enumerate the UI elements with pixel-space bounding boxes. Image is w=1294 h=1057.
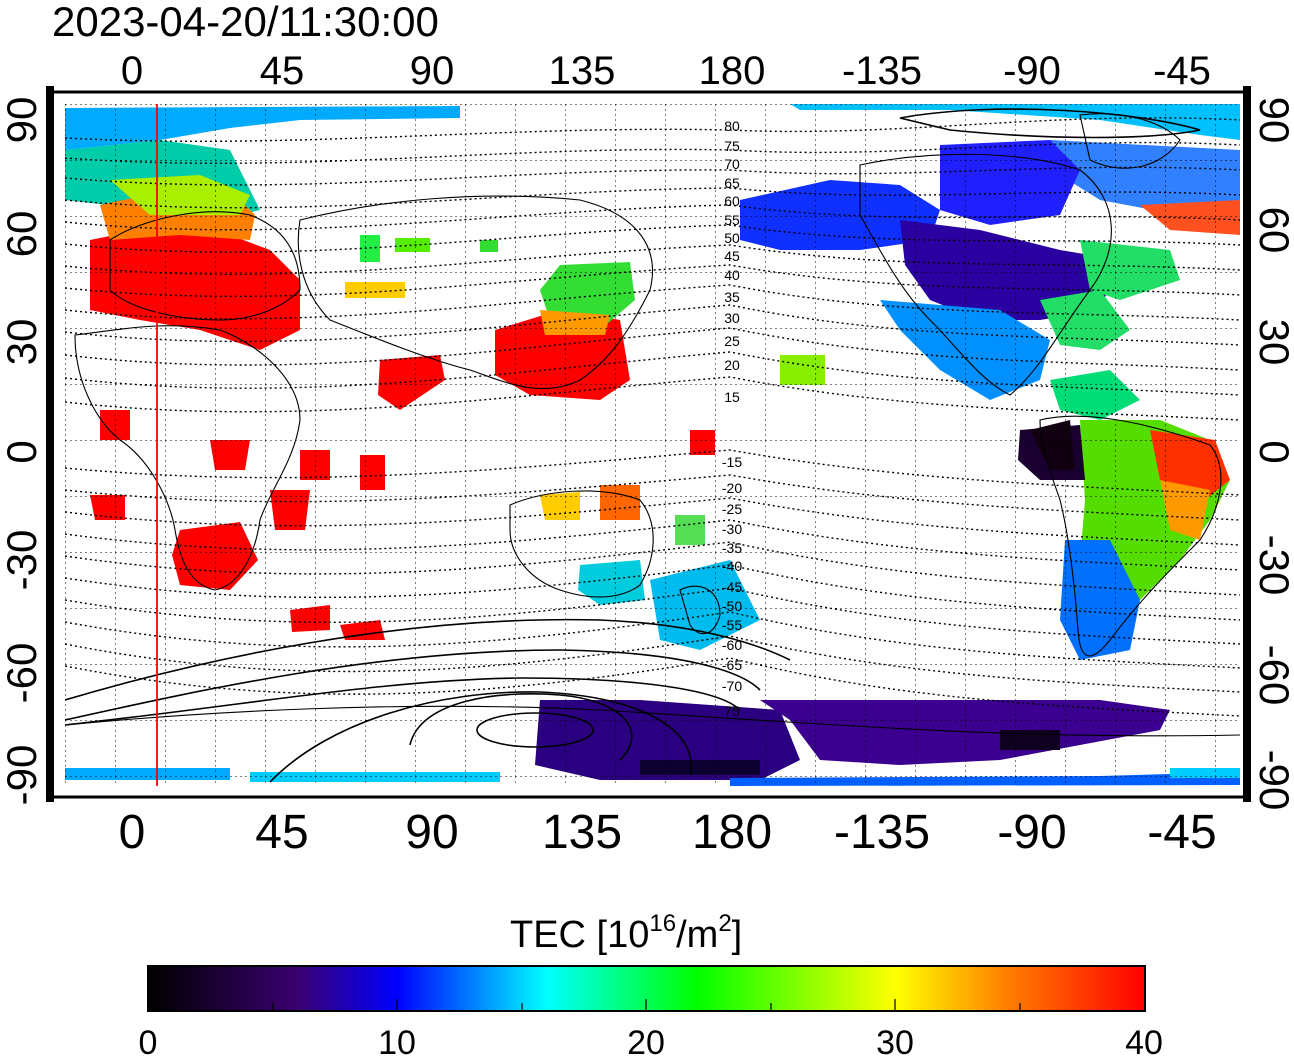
left-lat-tick: 60	[0, 211, 45, 258]
contour-label: 35	[724, 289, 740, 305]
left-lat-tick: -30	[0, 530, 45, 591]
left-lat-tick: 30	[0, 319, 45, 366]
bottom-lon-tick: -90	[997, 806, 1066, 859]
contour-label: -70	[722, 678, 742, 694]
contour-label: 55	[724, 212, 740, 228]
right-lat-tick: 0	[1251, 440, 1294, 463]
colorbar-tick-labels: 0 10 20 30 40	[139, 1024, 1163, 1057]
left-lat-tick: 90	[0, 97, 45, 144]
contour-label: -20	[722, 480, 742, 496]
colorbar-tick-label: 30	[876, 1024, 914, 1057]
contour-label: 30	[724, 310, 740, 326]
contour-label: 50	[724, 230, 740, 246]
top-lon-tick: 90	[410, 49, 455, 93]
timestamp-title: 2023-04-20/11:30:00	[52, 0, 439, 45]
map-area	[65, 104, 1240, 786]
bottom-lon-tick: -45	[1147, 806, 1216, 859]
colorbar-ticks	[272, 999, 1021, 1011]
contour-label: -25	[722, 501, 742, 517]
contour-label: -55	[722, 617, 742, 633]
contour-label: -50	[722, 598, 742, 614]
contour-label: 75	[724, 703, 740, 719]
bottom-lon-tick: 135	[542, 806, 622, 859]
contour-label: -30	[722, 521, 742, 537]
contour-label: -35	[722, 540, 742, 556]
colorbar-title: TEC [1016/m2]	[510, 910, 742, 956]
right-lat-tick: -90	[1251, 750, 1294, 811]
left-lat-tick: 0	[0, 440, 45, 463]
left-lat-tick: -60	[0, 643, 45, 704]
contour-labels-south: -15 -20 -25 -30 -35 -40 -45 -50 -55 -60 …	[722, 454, 742, 719]
contour-label: 65	[724, 175, 740, 191]
bottom-lon-tick: 0	[119, 806, 146, 859]
contour-label: 60	[724, 193, 740, 209]
right-lat-tick: -30	[1251, 535, 1294, 596]
top-lon-tick: -90	[1003, 49, 1061, 93]
colorbar-tick-label: 0	[139, 1024, 158, 1057]
coastlines	[65, 113, 1240, 737]
top-lon-tick: 0	[121, 49, 143, 93]
bottom-longitude-axis: 0 45 90 135 180 -135 -90 -45	[119, 806, 1217, 859]
left-lat-tick: -90	[0, 745, 45, 806]
contour-label: 80	[724, 118, 740, 134]
right-tick-bar	[1243, 86, 1251, 802]
contour-label: -65	[722, 657, 742, 673]
bottom-lon-tick: -135	[834, 806, 930, 859]
contour-label: -60	[722, 637, 742, 653]
left-tick-bar	[46, 86, 54, 802]
top-lon-tick: -45	[1153, 49, 1211, 93]
right-lat-tick: 90	[1251, 97, 1294, 144]
contour-label: 15	[724, 389, 740, 405]
contour-label: 75	[724, 138, 740, 154]
top-lon-tick: -135	[842, 49, 922, 93]
top-lon-tick: 180	[699, 49, 766, 93]
top-longitude-axis: 0 45 90 135 180 -135 -90 -45	[121, 49, 1211, 93]
colorbar-tick-label: 40	[1125, 1024, 1163, 1057]
contour-label: 45	[724, 248, 740, 264]
contour-label: 40	[724, 267, 740, 283]
left-latitude-axis: 90 60 30 0 -30 -60 -90	[0, 97, 45, 806]
contour-label: 20	[724, 357, 740, 373]
bottom-lon-tick: 180	[692, 806, 772, 859]
right-lat-tick: -60	[1251, 645, 1294, 706]
contour-label: -45	[722, 579, 742, 595]
contour-label: -40	[722, 558, 742, 574]
right-lat-tick: 30	[1251, 319, 1294, 366]
magnetic-latitude-contours	[65, 117, 1240, 717]
top-lon-tick: 45	[260, 49, 305, 93]
bottom-lon-tick: 90	[405, 806, 458, 859]
south-pole-contours	[65, 108, 1201, 783]
contour-label: 25	[724, 333, 740, 349]
colorbar-tick-label: 20	[627, 1024, 665, 1057]
bottom-lon-tick: 45	[255, 806, 308, 859]
right-latitude-axis: 90 60 30 0 -30 -60 -90	[1251, 97, 1294, 811]
right-lat-tick: 60	[1251, 207, 1294, 254]
contour-label: 70	[724, 156, 740, 172]
colorbar-tick-label: 10	[378, 1024, 416, 1057]
contour-labels-north: 80 75 70 65 60 55 50 45 40 35 30 25 20 1…	[724, 118, 740, 405]
contour-label: -15	[722, 454, 742, 470]
top-lon-tick: 135	[549, 49, 616, 93]
